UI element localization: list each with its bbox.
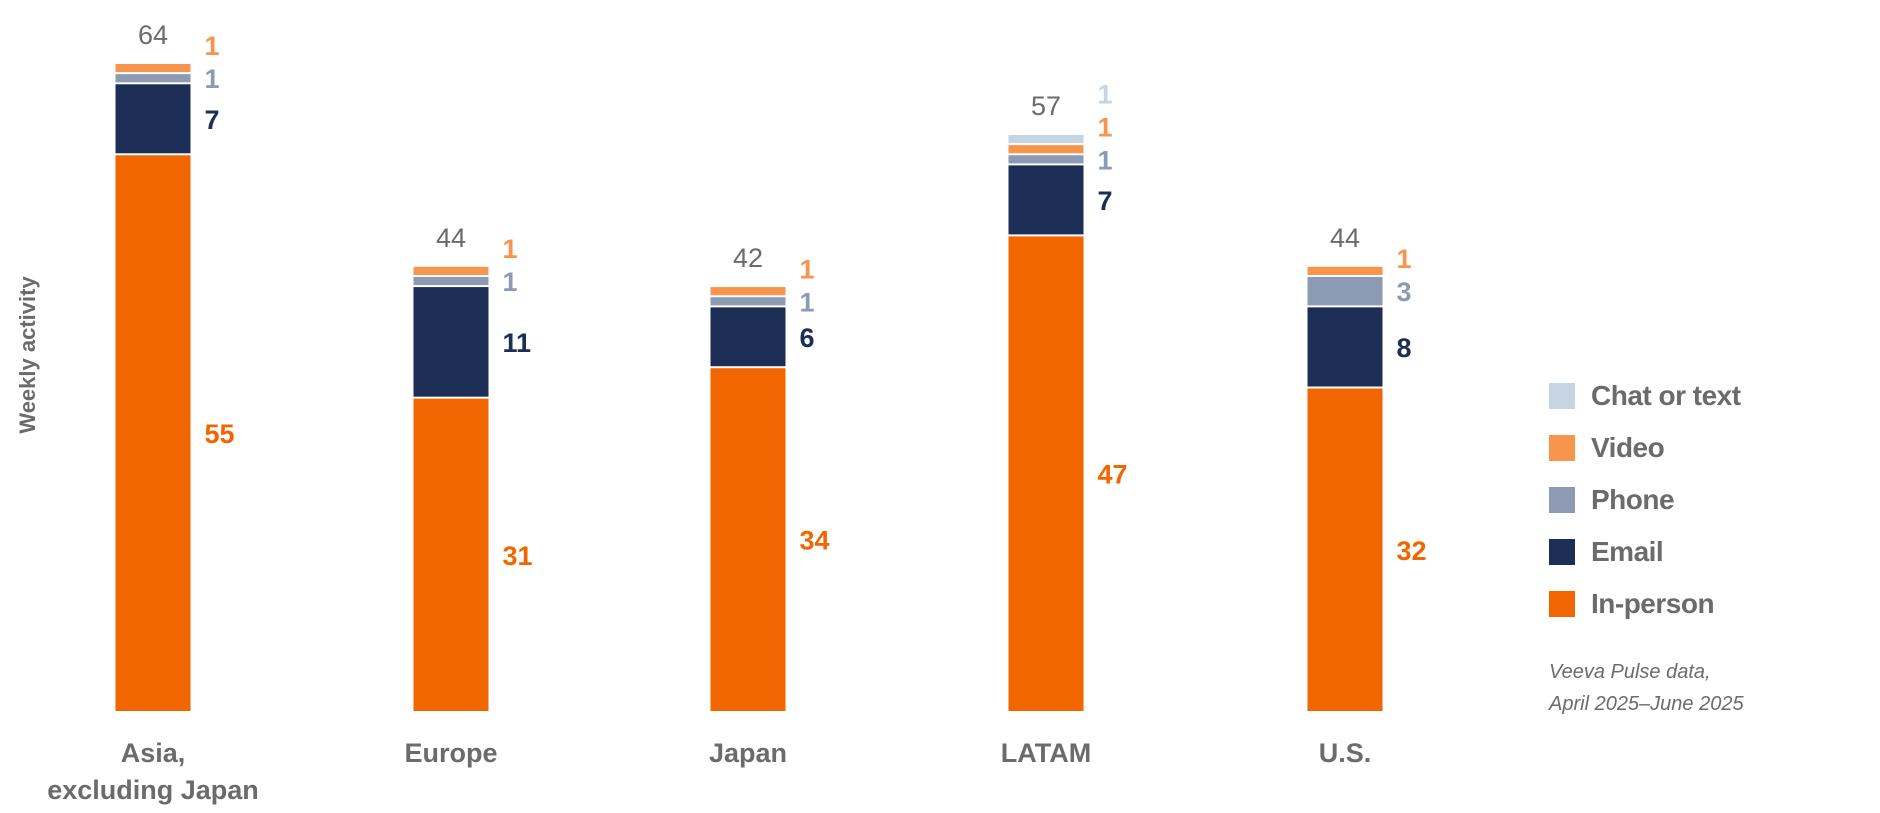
data-label: 8: [1397, 333, 1412, 363]
data-label: 1: [800, 254, 815, 284]
x-tick-label: LATAM: [1001, 738, 1091, 768]
data-label: 1: [800, 287, 815, 317]
legend-item-phone: Phone: [1549, 474, 1741, 526]
data-label: 1: [1397, 244, 1412, 274]
total-label: 44: [1330, 223, 1360, 253]
bar-segment-video: [1307, 266, 1383, 275]
legend-swatch: [1549, 435, 1575, 461]
bar-segment-video: [413, 266, 489, 275]
legend-swatch: [1549, 487, 1575, 513]
data-label: 1: [1098, 145, 1113, 175]
bar-segment-email: [1008, 165, 1084, 235]
data-label: 1: [503, 234, 518, 264]
x-tick-label: Japan: [709, 738, 787, 768]
bar-segment-phone: [413, 276, 489, 286]
legend-item-email: Email: [1549, 526, 1741, 578]
legend-label: Email: [1591, 536, 1664, 567]
data-label: 6: [800, 323, 815, 353]
x-tick-label: Asia,: [121, 738, 186, 768]
x-tick-label: excluding Japan: [47, 775, 259, 805]
legend-swatch: [1549, 591, 1575, 617]
bar-segment-in-person: [1008, 236, 1084, 711]
bar-segment-phone: [1307, 276, 1383, 306]
data-label: 34: [800, 526, 830, 556]
source-note-line: Veeva Pulse data,: [1549, 661, 1711, 683]
data-label: 1: [1098, 112, 1113, 142]
data-label: 55: [205, 419, 235, 449]
data-label: 3: [1397, 277, 1412, 307]
legend-swatch: [1549, 539, 1575, 565]
bar-segment-video: [1008, 145, 1084, 154]
total-label: 44: [436, 223, 466, 253]
legend-label: Video: [1591, 432, 1665, 463]
bar-segment-in-person: [115, 155, 191, 711]
data-label: 31: [503, 541, 533, 571]
bar-segment-email: [115, 84, 191, 154]
data-label: 32: [1397, 536, 1427, 566]
legend-label: Chat or text: [1591, 380, 1741, 411]
legend-item-chat: Chat or text: [1549, 370, 1741, 422]
bar-segment-email: [710, 307, 786, 367]
bar-segment-in-person: [413, 398, 489, 711]
x-tick-label: Europe: [404, 738, 497, 768]
total-label: 42: [733, 243, 763, 273]
bar-segment-video: [710, 287, 786, 296]
legend-item-in-person: In-person: [1549, 578, 1741, 630]
data-label: 1: [205, 31, 220, 61]
source-note: Veeva Pulse data, April 2025–June 2025: [1549, 656, 1744, 720]
bar-segment-video: [115, 64, 191, 73]
x-tick-label: U.S.: [1319, 738, 1372, 768]
bar-segment-in-person: [1307, 388, 1383, 711]
bar-segment-chat-or-text: [1008, 134, 1084, 144]
total-label: 57: [1031, 91, 1061, 121]
bar-segment-phone: [1008, 155, 1084, 164]
total-label: 64: [138, 20, 168, 50]
bar-segment-in-person: [710, 368, 786, 711]
y-axis-label: Weekly activity: [15, 276, 41, 433]
data-label: 7: [1098, 186, 1113, 216]
legend: Chat or text Video Phone Email In-person: [1549, 370, 1741, 630]
data-label: 11: [503, 328, 532, 358]
data-label: 1: [503, 267, 518, 297]
legend-label: Phone: [1591, 484, 1675, 515]
bar-segment-email: [413, 287, 489, 397]
legend-label: In-person: [1591, 588, 1715, 619]
bar-segment-phone: [710, 297, 786, 306]
data-label: 1: [205, 64, 220, 94]
legend-swatch: [1549, 383, 1575, 409]
data-label: 7: [205, 105, 220, 135]
y-axis-label-text: Weekly activity: [15, 276, 40, 434]
legend-item-video: Video: [1549, 422, 1741, 474]
data-label: 47: [1098, 460, 1128, 490]
bar-segment-phone: [115, 74, 191, 83]
bar-segment-email: [1307, 307, 1383, 387]
data-label: 1: [1098, 79, 1113, 109]
source-note-line: April 2025–June 2025: [1549, 693, 1744, 715]
